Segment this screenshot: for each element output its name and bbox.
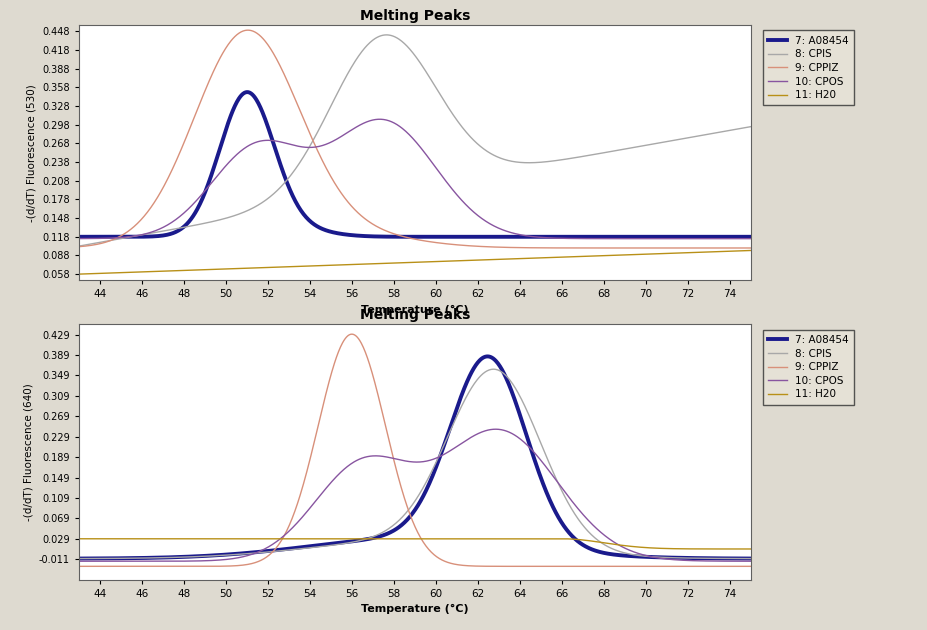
X-axis label: Temperature (°C): Temperature (°C) (361, 305, 469, 315)
X-axis label: Temperature (°C): Temperature (°C) (361, 604, 469, 614)
Legend: 7: A08454, 8: CPIS, 9: CPPIZ, 10: CPOS, 11: H20: 7: A08454, 8: CPIS, 9: CPPIZ, 10: CPOS, … (763, 329, 854, 404)
Y-axis label: -(d/dT) Fluorescence (530): -(d/dT) Fluorescence (530) (27, 84, 36, 222)
Title: Melting Peaks: Melting Peaks (360, 308, 470, 322)
Legend: 7: A08454, 8: CPIS, 9: CPPIZ, 10: CPOS, 11: H20: 7: A08454, 8: CPIS, 9: CPPIZ, 10: CPOS, … (763, 30, 854, 105)
Y-axis label: -(d/dT) Fluorescence (640): -(d/dT) Fluorescence (640) (23, 383, 33, 521)
Title: Melting Peaks: Melting Peaks (360, 9, 470, 23)
